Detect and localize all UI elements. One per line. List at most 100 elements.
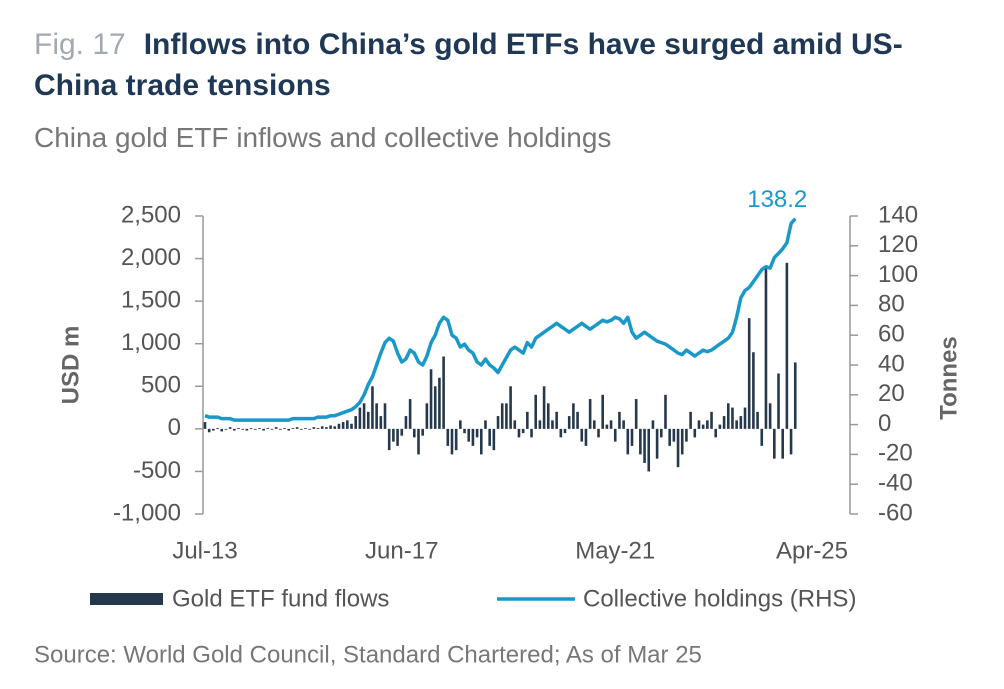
y-tick-label: 2,000 <box>121 244 181 271</box>
bar <box>308 428 311 430</box>
x-tick-label: May-21 <box>575 537 655 564</box>
bar <box>228 427 232 429</box>
bar <box>714 428 718 438</box>
bar <box>563 428 567 434</box>
bar <box>777 373 780 429</box>
bar <box>220 428 224 432</box>
bar <box>258 428 261 429</box>
bar <box>593 420 596 429</box>
bar <box>207 428 211 433</box>
bar <box>446 428 450 446</box>
bar <box>488 428 491 446</box>
bar <box>546 403 550 429</box>
bar <box>697 420 701 429</box>
bar <box>203 422 207 429</box>
bar <box>630 428 634 446</box>
y-tick-label: 2,500 <box>121 201 181 228</box>
bar <box>312 427 316 429</box>
y2-tick-label: 60 <box>878 321 905 348</box>
bar <box>747 318 751 429</box>
bar <box>764 267 768 429</box>
bar <box>605 424 609 429</box>
bar <box>467 428 471 442</box>
y-tick-label: 1,500 <box>121 286 181 313</box>
bar <box>567 416 571 429</box>
bar <box>450 428 454 455</box>
bar <box>530 428 533 438</box>
bar <box>299 428 303 430</box>
bar <box>224 428 228 430</box>
bar <box>287 428 291 431</box>
bar <box>212 428 215 431</box>
y2-tick-label: 0 <box>878 410 891 437</box>
bar <box>735 420 738 429</box>
y2-tick-label: -40 <box>878 470 913 497</box>
bar <box>245 428 249 431</box>
bar <box>429 369 433 429</box>
bar <box>337 423 341 429</box>
bar <box>387 428 391 451</box>
bar <box>283 428 286 429</box>
bar <box>773 428 776 459</box>
bar <box>366 411 370 429</box>
bar <box>325 427 328 429</box>
bar <box>743 407 747 429</box>
bar <box>785 262 789 429</box>
bar <box>291 428 295 429</box>
bar <box>433 386 437 429</box>
y-tick-label: -500 <box>133 457 181 484</box>
x-tick-label: Jul-13 <box>172 537 237 564</box>
figure-label: Fig. 17 <box>34 28 126 61</box>
bar <box>739 416 743 429</box>
bar <box>664 394 667 429</box>
bar <box>517 428 521 438</box>
y2-axis-label: Tonnes <box>935 336 962 420</box>
bar <box>496 416 500 429</box>
y-tick-label: 500 <box>141 372 181 399</box>
bar <box>634 399 638 429</box>
bar <box>639 428 642 455</box>
bar <box>622 420 625 429</box>
bar <box>542 386 546 429</box>
y2-tick-label: 140 <box>878 201 918 228</box>
bar <box>279 428 282 430</box>
y-axis-label: USD m <box>57 326 84 405</box>
bar <box>492 428 496 451</box>
bar <box>521 428 525 434</box>
bar <box>417 428 420 455</box>
y2-tick-label: -60 <box>878 499 913 526</box>
bar <box>680 428 684 455</box>
bar <box>760 428 764 446</box>
bar <box>270 428 274 430</box>
bar <box>253 428 257 430</box>
bar <box>233 428 236 431</box>
bar <box>438 377 441 429</box>
y2-tick-label: 40 <box>878 350 905 377</box>
bar <box>781 428 784 459</box>
bar <box>341 422 345 429</box>
bar <box>396 428 399 446</box>
bar <box>216 428 219 429</box>
bar <box>647 428 651 472</box>
bar <box>479 428 483 455</box>
bar <box>383 403 387 429</box>
bar <box>392 428 395 442</box>
bar <box>404 416 408 429</box>
bar <box>626 428 630 455</box>
bar <box>375 403 378 429</box>
bar <box>295 427 299 429</box>
bar <box>454 428 458 451</box>
bar <box>655 428 659 459</box>
bar <box>329 425 332 429</box>
bar <box>572 403 575 429</box>
bar <box>580 428 584 442</box>
bar <box>413 428 416 438</box>
y-tick-label: 0 <box>168 414 181 441</box>
bar <box>371 386 374 429</box>
bar <box>651 420 655 429</box>
bar <box>693 428 697 438</box>
bar <box>576 411 579 429</box>
bar <box>358 407 362 429</box>
y-tick-label: 1,000 <box>121 329 181 356</box>
bar <box>400 428 404 436</box>
